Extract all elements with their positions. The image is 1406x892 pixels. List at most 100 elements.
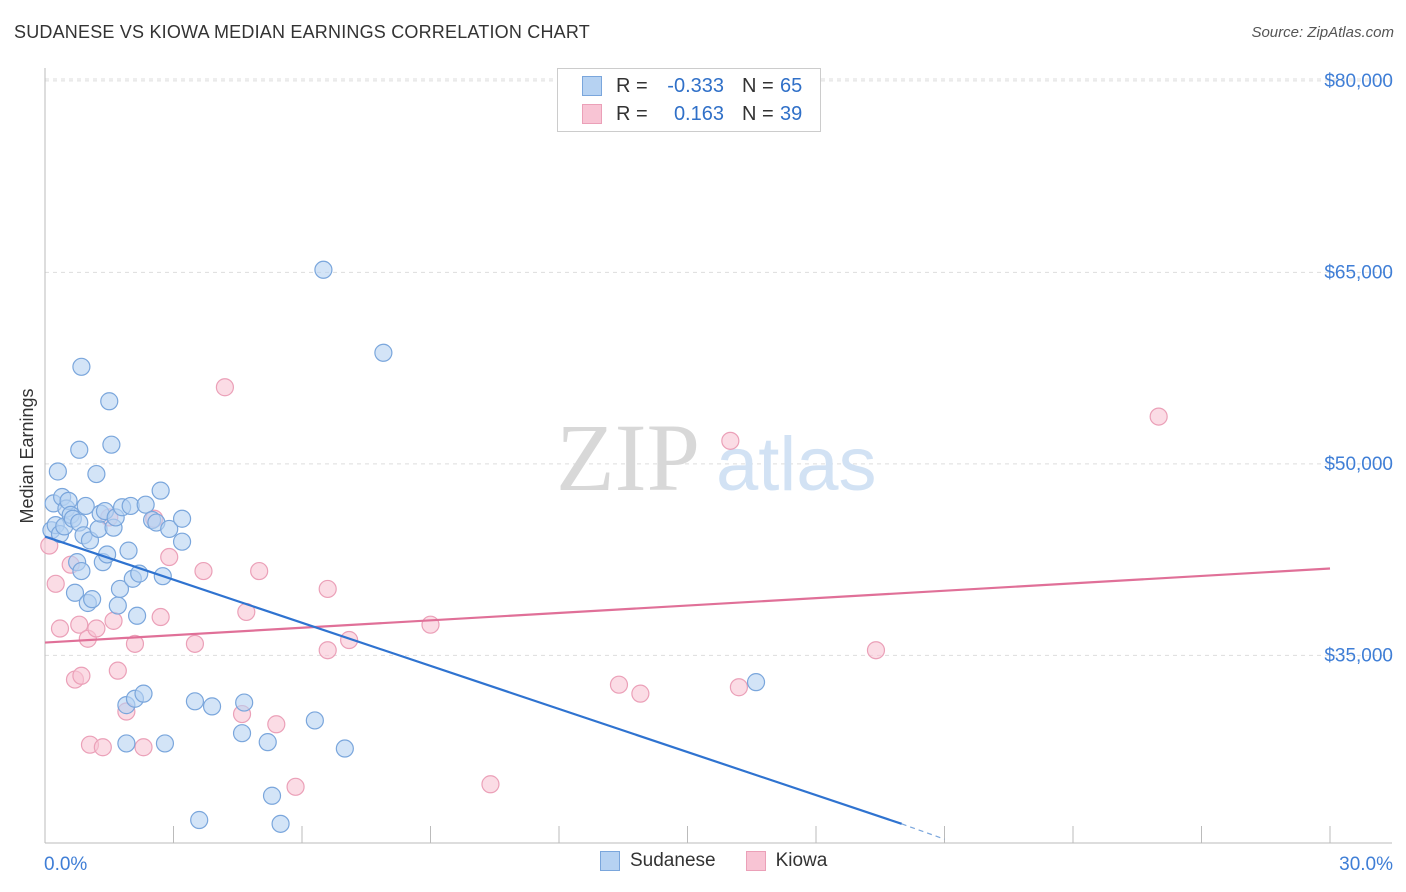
sudanese-swatch: [582, 76, 602, 96]
y-axis-label: Median Earnings: [17, 388, 37, 523]
x-tick-label: 0.0%: [44, 854, 87, 875]
kiowa-point: [318, 579, 337, 599]
sudanese-point: [190, 810, 209, 830]
sudanese-point: [151, 481, 170, 500]
kiowa-point: [609, 675, 629, 694]
sudanese-point: [160, 519, 179, 539]
sudanese-point: [155, 734, 175, 753]
axis-labels: Median Earnings $35,000 $50,000 $65,000 $80…: [17, 71, 1393, 875]
kiowa-point: [286, 777, 305, 796]
kiowa-point: [108, 661, 127, 680]
grid: [45, 78, 1392, 656]
kiowa-legend-swatch: [745, 851, 766, 871]
sudanese-point: [335, 739, 354, 758]
kiowa-point: [134, 738, 153, 757]
sudanese-point: [185, 692, 205, 711]
kiowa-swatch: [582, 104, 602, 124]
sudanese-point: [100, 392, 119, 411]
kiowa-point: [50, 619, 70, 638]
y-tick-label: $35,000: [1324, 645, 1393, 666]
scatter-points: [40, 260, 1168, 833]
kiowa-point: [318, 641, 337, 660]
r-label: R =: [616, 74, 648, 97]
sudanese-point: [271, 814, 290, 833]
kiowa-trend-line: [44, 567, 1331, 644]
sudanese-point: [127, 606, 147, 625]
kiowa-point: [93, 738, 112, 757]
legend-label-sudanese: Sudanese: [630, 850, 716, 871]
sudanese-point: [172, 509, 192, 528]
legend-item-sudanese: Sudanese: [600, 850, 716, 872]
sudanese-trend-extension: [901, 823, 945, 840]
kiowa-point: [72, 666, 91, 685]
sudanese-point: [65, 583, 85, 602]
kiowa-point: [194, 561, 213, 581]
watermark-atlas: atlas: [716, 422, 877, 507]
sudanese-point: [121, 496, 140, 516]
kiowa-point: [250, 561, 269, 581]
sudanese-point: [110, 579, 130, 599]
legend-label-kiowa: Kiowa: [775, 850, 828, 871]
watermark-zip: ZIP: [556, 404, 700, 511]
y-tick-label: $50,000: [1324, 454, 1393, 475]
sudanese-point: [374, 343, 393, 362]
y-tick-label: $80,000: [1324, 71, 1393, 92]
series-legend: Sudanese Kiowa: [600, 850, 857, 872]
sudanese-point: [134, 684, 153, 703]
kiowa-point: [125, 634, 145, 653]
kiowa-point: [340, 630, 359, 650]
chart-title: SUDANESE VS KIOWA MEDIAN EARNINGS CORREL…: [14, 22, 590, 42]
sudanese-point: [262, 786, 282, 805]
kiowa-point: [46, 574, 65, 593]
n-label: N =: [742, 102, 774, 125]
source-credit: Source: ZipAtlas.com: [1251, 24, 1394, 41]
sudanese-point: [108, 596, 127, 615]
legend-row-sudanese: R = -0.333 N = 65: [582, 73, 802, 99]
sudanese-point: [76, 496, 95, 516]
kiowa-point: [70, 615, 89, 634]
kiowa-point: [1149, 407, 1168, 426]
sudanese-point: [202, 697, 222, 716]
sudanese-point: [72, 357, 91, 376]
sudanese-point: [235, 693, 254, 712]
axes: [44, 68, 1392, 844]
legend-item-kiowa: Kiowa: [745, 850, 828, 872]
sudanese-point: [746, 673, 766, 692]
watermark: ZIP atlas: [556, 404, 877, 511]
trend-lines: [44, 535, 1331, 840]
x-tick-label: 30.0%: [1339, 854, 1393, 875]
r-value: -0.333: [667, 74, 724, 97]
kiowa-point: [729, 678, 749, 697]
legend-row-kiowa: R = 0.163 N = 39: [582, 101, 802, 127]
y-tick-label: $65,000: [1324, 262, 1393, 283]
sudanese-legend-swatch: [600, 851, 620, 871]
kiowa-point: [721, 431, 740, 450]
sudanese-point: [136, 495, 155, 514]
n-value: 39: [780, 102, 803, 125]
sudanese-point: [314, 260, 333, 279]
sudanese-point: [70, 440, 89, 459]
sudanese-point: [258, 733, 277, 752]
kiowa-point: [160, 547, 179, 567]
kiowa-point: [866, 641, 886, 660]
sudanese-point: [232, 724, 252, 743]
r-value: 0.163: [673, 102, 724, 125]
sudanese-point: [87, 464, 106, 484]
sudanese-point: [89, 519, 108, 539]
kiowa-point: [267, 715, 286, 734]
sudanese-point: [102, 435, 121, 454]
kiowa-point: [87, 619, 106, 638]
kiowa-point: [185, 634, 205, 653]
kiowa-point: [421, 615, 440, 634]
sudanese-point: [305, 711, 324, 730]
sudanese-point: [172, 532, 192, 551]
kiowa-point: [104, 611, 123, 630]
kiowa-point: [151, 607, 170, 627]
sudanese-trend-line: [44, 535, 903, 825]
sudanese-point: [48, 462, 67, 481]
sudanese-point: [117, 734, 136, 753]
sudanese-point: [83, 590, 102, 609]
kiowa-point: [481, 775, 500, 794]
n-label: N =: [742, 74, 774, 97]
